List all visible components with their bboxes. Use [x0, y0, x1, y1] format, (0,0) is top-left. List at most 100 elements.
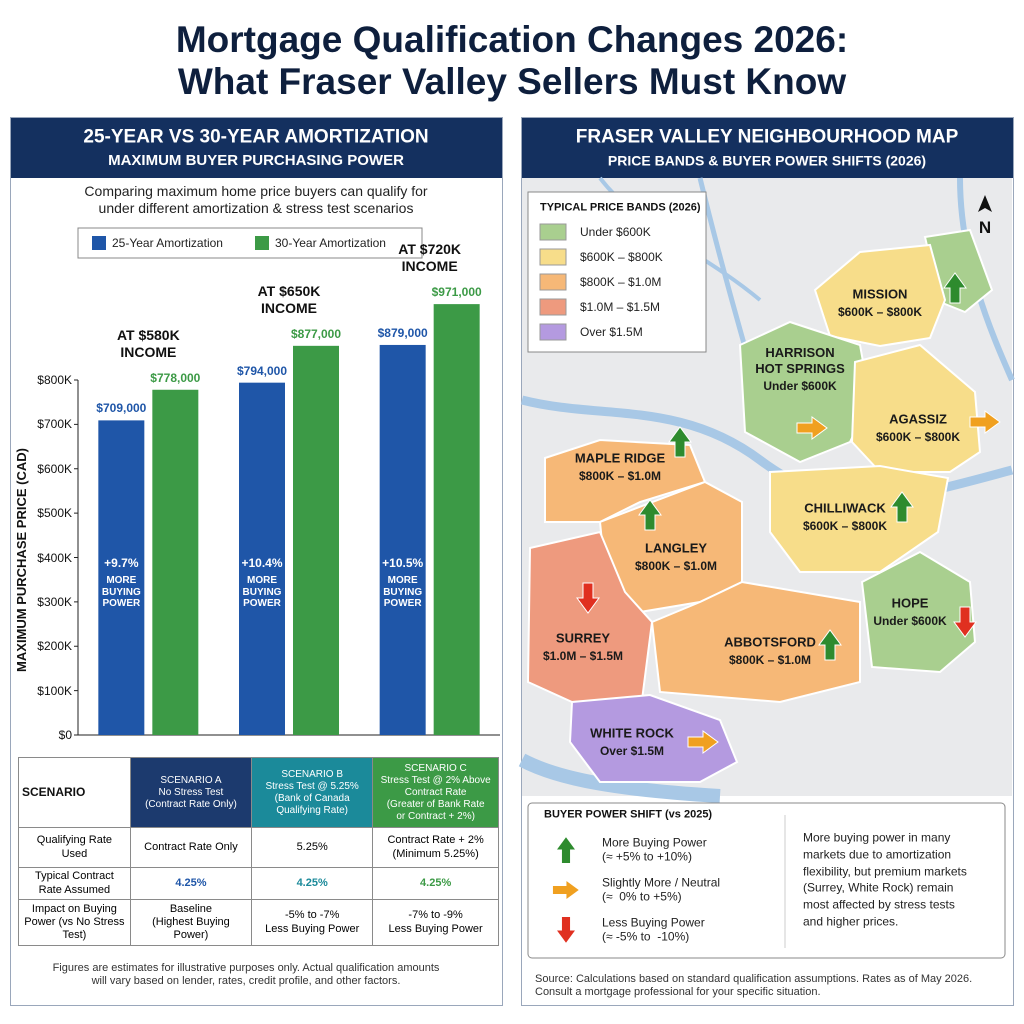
shift-arrow — [668, 426, 692, 458]
y-tick-label: $400K — [37, 550, 72, 565]
bar — [293, 345, 339, 735]
value-label: $778,000 — [150, 370, 201, 385]
shift-arrow — [555, 835, 577, 864]
region-band: $600K – $800K — [875, 429, 961, 444]
map-region — [769, 464, 950, 573]
table-cell: Baseline (Highest Buying Power) — [129, 899, 253, 946]
y-tick-label: $100K — [37, 683, 72, 698]
shift-arrow — [552, 879, 581, 901]
region-band: $800K – $1.0M — [634, 558, 718, 573]
legend-label: 25-Year Amortization — [112, 235, 223, 250]
y-tick-label: $500K — [37, 505, 72, 520]
legend-label: $800K – $1.0M — [580, 274, 662, 289]
category-label: AT $650K INCOME — [257, 283, 321, 316]
source: Source: Calculations based on standard q… — [535, 972, 973, 998]
region-band: $600K – $800K — [802, 518, 888, 533]
region-band: Over $1.5M — [599, 743, 665, 758]
table-cell: Typical Contract Rate Assumed — [18, 867, 131, 900]
map-region — [860, 550, 977, 674]
north-arrow — [978, 195, 992, 212]
legend-swatch — [539, 323, 567, 341]
region-band: $600K – $800K — [837, 304, 923, 319]
bar — [433, 304, 480, 735]
region-name: AGASSIZ — [889, 411, 947, 427]
scenario-table: SCENARIO SCENARIO A No Stress Test (Contr… — [18, 757, 499, 946]
table-header: SCENARIO — [18, 757, 131, 828]
y-tick-label: $600K — [37, 461, 72, 476]
shift-title: BUYER POWER SHIFT (vs 2025) — [544, 808, 713, 821]
shift-box — [527, 802, 1006, 959]
region-band: Under $600K — [763, 378, 837, 393]
map-region — [544, 438, 707, 523]
legend-swatch — [539, 248, 567, 266]
shift-label: Slightly More / Neutral (≈ 0% to +5%) — [602, 875, 721, 904]
y-tick-label: $200K — [37, 639, 72, 654]
shift-arrow — [576, 582, 600, 614]
bar — [98, 420, 145, 735]
region-name: MAPLE RIDGE — [574, 450, 666, 466]
value-label: $879,000 — [377, 325, 428, 340]
value-label: $877,000 — [290, 326, 342, 341]
region-name: SURREY — [555, 630, 611, 646]
table-cell: 4.25% — [372, 867, 499, 900]
shift-arrow — [555, 916, 577, 945]
title-line: Mortgage Qualification Changes 2026: — [175, 18, 849, 60]
left-header — [11, 118, 502, 178]
table-cell: 5.25% — [251, 827, 374, 868]
y-tick-label: $700K — [37, 417, 72, 432]
river — [518, 753, 721, 803]
north-label: N — [978, 217, 992, 237]
legend-swatch — [539, 298, 567, 316]
legend-swatch — [539, 223, 567, 241]
y-tick-label: $300K — [37, 594, 72, 609]
table-cell: -7% to -9% Less Buying Power — [372, 899, 499, 946]
legend-swatch — [92, 236, 106, 250]
value-label: $709,000 — [96, 401, 147, 416]
legend-label: 30-Year Amortization — [275, 235, 386, 250]
legend-swatch — [539, 273, 567, 291]
region-name: ABBOTSFORD — [724, 634, 816, 650]
table-header: SCENARIO A No Stress Test (Contract Rate… — [129, 757, 253, 828]
table-cell: 4.25% — [251, 867, 374, 900]
table-cell: Impact on Buying Power (vs No Stress Tes… — [18, 899, 131, 946]
map-region — [526, 530, 654, 704]
legend-label: Over $1.5M — [580, 324, 643, 339]
table-cell: Qualifying Rate Used — [18, 827, 131, 868]
bar — [379, 344, 426, 735]
table-cell: Contract Rate + 2% (Minimum 5.25%) — [372, 827, 499, 868]
shift-arrow — [638, 499, 662, 531]
y-tick-label: $0 — [58, 727, 72, 742]
shift-arrow — [687, 730, 719, 754]
gain-label: +10.5% — [382, 555, 424, 570]
table-cell: 4.25% — [129, 867, 253, 900]
panel-subheading: MAXIMUM BUYER PURCHASING POWER — [108, 152, 404, 169]
shift-arrow — [818, 629, 842, 661]
region-band: $800K – $1.0M — [728, 652, 812, 667]
region-name: HARRISON HOT SPRINGS — [755, 344, 845, 376]
y-axis-label: MAXIMUM PURCHASE PRICE (CAD) — [14, 448, 30, 672]
shift-arrow — [890, 491, 914, 523]
shift-arrow — [953, 606, 977, 638]
shift-arrow — [796, 416, 828, 440]
category-label: AT $580K INCOME — [116, 326, 180, 360]
legend-swatch — [255, 236, 269, 250]
table-cell: -5% to -7% Less Buying Power — [251, 899, 374, 946]
shift-note: More buying power in many markets due to… — [803, 830, 967, 929]
bar — [239, 382, 285, 735]
region-band: $1.0M – $1.5M — [542, 648, 624, 663]
region-name: HOPE — [891, 595, 929, 611]
map-region — [850, 343, 982, 473]
map-region — [650, 580, 861, 704]
value-label: $971,000 — [431, 284, 482, 299]
gain-label: +9.7% — [104, 555, 139, 570]
category-label: AT $720K INCOME — [398, 241, 462, 275]
panel-heading: 25-YEAR VS 30-YEAR AMORTIZATION — [83, 126, 429, 148]
table-cell: Contract Rate Only — [129, 827, 253, 868]
legend-box — [77, 227, 423, 259]
gain-text: MORE BUYING POWER — [383, 574, 423, 609]
region-name: WHITE ROCK — [590, 725, 674, 741]
legend-label: Under $600K — [580, 224, 651, 239]
table-header: SCENARIO C Stress Test @ 2% Above Contra… — [372, 757, 499, 828]
